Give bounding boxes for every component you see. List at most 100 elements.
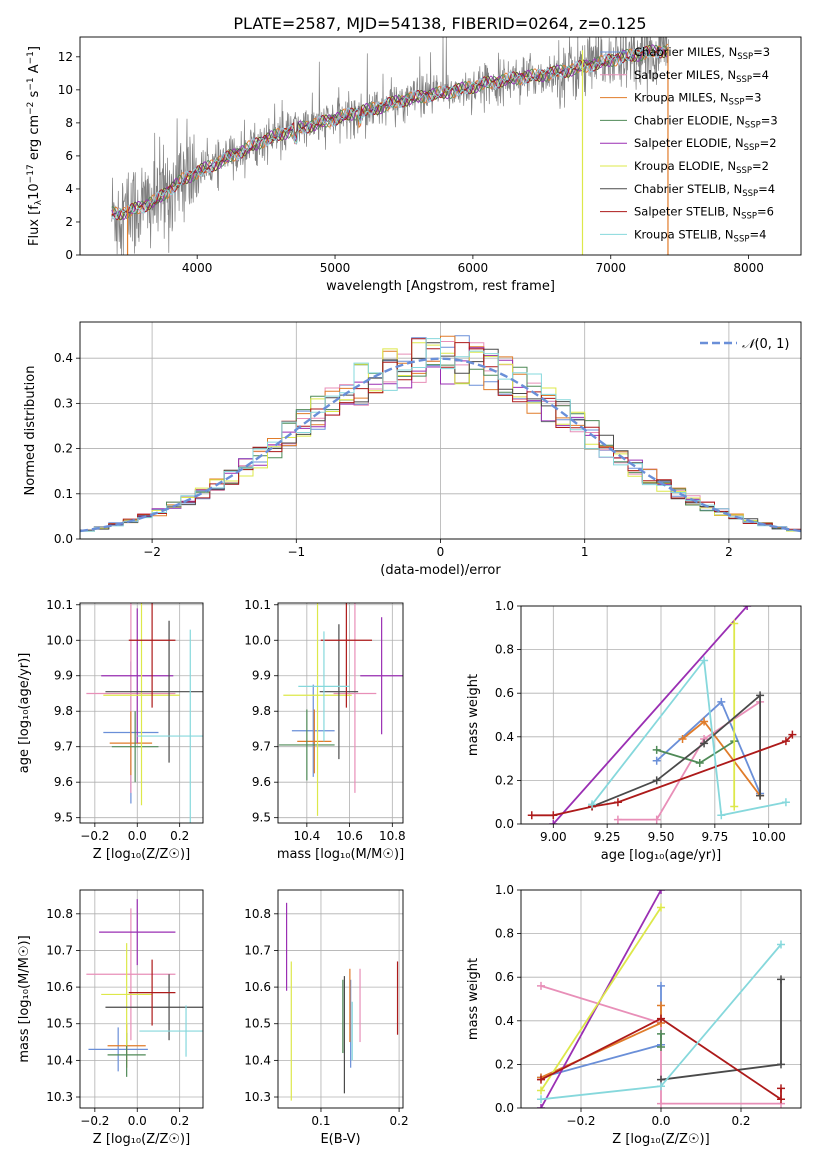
legend-entry-salp_stelib: Salpeter STELIB, NSSP=6: [634, 205, 774, 222]
x-tick-label: 10.00: [752, 830, 786, 844]
residual-histogram-panel: −2 −1 0 1 2 0.0 0.1 0.2 0.3 0.4 (data-model)/error…: [23, 321, 802, 578]
x-tick-label: −0.2: [80, 829, 109, 843]
weight-marker-chab_stelib: [777, 975, 785, 984]
y-tick-label: 0.4: [54, 351, 73, 365]
x-tick-label: 1: [581, 545, 589, 559]
y-axis-label: mass [log₁₀(M/M☉)]: [17, 935, 32, 1062]
legend-entry-chab_elodie: Chabrier ELODIE, NSSP=3: [634, 113, 778, 130]
axes-frame: [79, 36, 802, 256]
x-tick-label: 6000: [458, 261, 489, 275]
gaussian-curve: [80, 357, 801, 533]
weight-marker-salp_stelib: [777, 1084, 785, 1093]
x-tick-label: 5000: [320, 261, 351, 275]
weight-marker-chab_stelib: [756, 691, 765, 700]
x-axis-label: wavelength [Angstrom, rest frame]: [326, 279, 555, 294]
weight-line-krou_elodie: [540, 906, 662, 1092]
weight-marker-salp_stelib: [777, 1095, 785, 1104]
x-tick-label: 9.25: [594, 830, 621, 844]
weight-marker-krou_stelib: [700, 656, 709, 665]
x-tick-label: 0.2: [731, 1114, 750, 1128]
x-tick-label: 0.2: [170, 1114, 189, 1128]
y-tick-label: 10.4: [244, 1053, 271, 1067]
x-axis-label: age [log₁₀(age/yr)]: [601, 848, 722, 863]
x-axis-label: Z [log₁₀(Z/Z☉)]: [93, 847, 190, 862]
y-tick-label: 0.2: [495, 773, 514, 787]
y-axis-label: Normed distribution: [23, 366, 38, 496]
mass-weight-vs-metallicity-panel: −0.2 0.0 0.2 0.0 0.2 0.4 0.6 0.8 1.0 Z [log₁₀(Z/Z…: [466, 883, 802, 1147]
y-tick-label: 0.0: [495, 1101, 514, 1115]
legend-entry-chab_stelib: Chabrier STELIB, NSSP=4: [634, 182, 775, 199]
x-axis-label: (data-model)/error: [380, 563, 501, 578]
y-axis-label: Flux [fλ10−17 erg cm−2 s−1 A−1]: [26, 46, 44, 246]
age-vs-metallicity-panel: −0.2 0.0 0.2 9.5 9.6 9.7 9.8 9.9 10.0 10.1 Z [log₁…: [17, 598, 204, 862]
legend-entry-salp_elodie: Salpeter ELODIE, NSSP=2: [634, 136, 777, 153]
y-tick-label: 1.0: [495, 883, 514, 897]
x-tick-label: 10.6: [336, 829, 363, 843]
x-tick-label: 9.50: [648, 830, 675, 844]
y-tick-label: 10.0: [46, 633, 73, 647]
weight-marker-krou_elodie: [657, 903, 665, 912]
y-tick-label: 0.1: [54, 487, 73, 501]
weight-marker-chab_stelib: [777, 1060, 785, 1069]
weight-marker-chab_elodie: [657, 1042, 665, 1051]
legend-entry-krou_miles: Kroupa MILES, NSSP=3: [634, 91, 761, 108]
y-tick-label: 9.8: [252, 704, 271, 718]
weight-marker-salp_miles: [652, 815, 661, 824]
y-tick-label: 10.5: [46, 1017, 73, 1031]
x-tick-label: 9.00: [540, 830, 567, 844]
y-tick-label: 0.2: [54, 442, 73, 456]
axes-frame: [520, 889, 802, 1109]
figure-title: PLATE=2587, MJD=54138, FIBERID=0264, z=0…: [233, 14, 646, 33]
mass-weight-vs-age-panel: 9.00 9.25 9.50 9.75 10.00 0.0 0.2 0.4 0.6 0.8 1.0 a…: [466, 599, 802, 863]
y-tick-label: 10.7: [46, 943, 73, 957]
weight-marker-krou_miles: [700, 717, 709, 726]
y-tick-label: 1.0: [495, 599, 514, 613]
y-tick-label: 10: [58, 83, 73, 97]
weight-marker-salp_stelib: [657, 1014, 665, 1023]
y-tick-label: 0.8: [495, 927, 514, 941]
weight-marker-salp_stelib: [781, 737, 790, 746]
weight-marker-salp_miles: [657, 1099, 665, 1108]
x-tick-label: 0.2: [390, 1114, 409, 1128]
x-tick-label: −0.2: [566, 1114, 595, 1128]
y-tick-label: 10.1: [244, 598, 271, 612]
weight-marker-chab_elodie: [695, 758, 704, 767]
y-tick-label: 2: [65, 215, 73, 229]
weight-marker-krou_stelib: [777, 940, 785, 949]
y-tick-label: 9.5: [252, 811, 271, 825]
weight-plot-area: [537, 890, 785, 1108]
weight-marker-krou_stelib: [781, 798, 790, 807]
y-tick-label: 9.7: [252, 740, 271, 754]
x-tick-label: 10.8: [379, 829, 406, 843]
y-tick-label: 0.6: [495, 970, 514, 984]
x-tick-label: 7000: [595, 261, 626, 275]
y-tick-label: 0.0: [495, 817, 514, 831]
weight-marker-krou_elodie: [537, 1086, 545, 1095]
y-tick-label: 10.7: [244, 943, 271, 957]
weight-marker-chab_miles: [652, 756, 661, 765]
x-axis-label: mass [log₁₀(M/M☉)]: [277, 847, 404, 862]
y-tick-label: 9.9: [54, 669, 73, 683]
y-axis-label: mass weight: [466, 958, 481, 1040]
y-tick-label: 9.6: [252, 775, 271, 789]
x-tick-label: 0.0: [128, 829, 147, 843]
age-vs-mass-panel: 10.4 10.6 10.8 9.5 9.6 9.7 9.8 9.9 10.0 10.1 mass …: [244, 598, 406, 862]
axes-frame: [520, 605, 802, 825]
axes-frame: [277, 602, 404, 824]
weight-marker-krou_stelib: [717, 811, 726, 820]
x-tick-label: 0: [437, 545, 445, 559]
weight-marker-krou_miles: [678, 734, 687, 743]
y-tick-label: 9.5: [54, 811, 73, 825]
weight-line-salp_miles: [617, 701, 761, 821]
weight-marker-krou_miles: [657, 1001, 665, 1010]
legend-entry-krou_stelib: Kroupa STELIB, NSSP=4: [634, 227, 766, 244]
weight-marker-salp_stelib: [613, 798, 622, 807]
y-tick-label: 10.8: [46, 907, 73, 921]
spectrum-plot-area: [111, 37, 669, 255]
weight-marker-krou_stelib: [657, 1082, 665, 1091]
x-axis-label: E(B-V): [320, 1132, 360, 1147]
spectrum-panel: 4000 5000 6000 7000 8000 0 2 4 6 8 10 12 wavelength …: [26, 36, 802, 294]
x-axis-label: Z [log₁₀(Z/Z☉)]: [612, 1132, 709, 1147]
legend-entry-krou_elodie: Kroupa ELODIE, NSSP=2: [634, 159, 769, 176]
